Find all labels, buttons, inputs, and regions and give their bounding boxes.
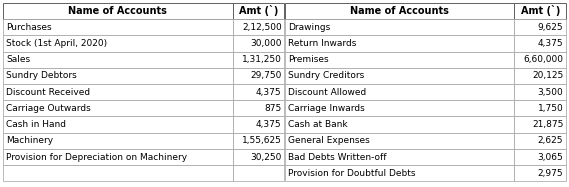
Bar	[284, 100, 514, 117]
Text: 4,375: 4,375	[538, 39, 563, 48]
Text: 21,875: 21,875	[532, 120, 563, 129]
Bar	[284, 84, 514, 100]
Bar	[514, 51, 566, 68]
Text: 29,750: 29,750	[250, 71, 282, 80]
Bar	[233, 68, 284, 84]
Bar	[233, 3, 284, 19]
Text: Machinery: Machinery	[6, 136, 53, 145]
Text: 9,625: 9,625	[538, 23, 563, 32]
Bar	[233, 133, 284, 149]
Bar	[284, 117, 514, 133]
Text: Drawings: Drawings	[288, 23, 330, 32]
Bar	[233, 165, 284, 181]
Bar	[284, 3, 514, 19]
Text: Bad Debts Written-off: Bad Debts Written-off	[288, 153, 386, 162]
Text: 875: 875	[265, 104, 282, 113]
Bar	[514, 165, 566, 181]
Bar	[233, 149, 284, 165]
Text: Sales: Sales	[6, 55, 30, 64]
Bar	[233, 100, 284, 117]
Bar	[284, 165, 514, 181]
Text: Return Inwards: Return Inwards	[288, 39, 356, 48]
Bar	[514, 35, 566, 51]
Text: Purchases: Purchases	[6, 23, 52, 32]
Bar	[3, 35, 233, 51]
Text: 2,975: 2,975	[538, 169, 563, 178]
Text: Sundry Debtors: Sundry Debtors	[6, 71, 77, 80]
Text: Cash at Bank: Cash at Bank	[288, 120, 348, 129]
Bar	[233, 51, 284, 68]
Bar	[3, 133, 233, 149]
Text: 2,12,500: 2,12,500	[242, 23, 282, 32]
Text: 1,31,250: 1,31,250	[242, 55, 282, 64]
Bar	[3, 165, 233, 181]
Bar	[3, 100, 233, 117]
Text: Discount Allowed: Discount Allowed	[288, 88, 366, 97]
Bar	[514, 117, 566, 133]
Text: Stock (1st April, 2020): Stock (1st April, 2020)	[6, 39, 108, 48]
Bar	[514, 100, 566, 117]
Bar	[514, 19, 566, 35]
Text: 20,125: 20,125	[532, 71, 563, 80]
Text: Cash in Hand: Cash in Hand	[6, 120, 66, 129]
Bar	[514, 84, 566, 100]
Bar	[514, 3, 566, 19]
Bar	[514, 133, 566, 149]
Text: Amt (`): Amt (`)	[521, 5, 560, 16]
Text: Amt (`): Amt (`)	[239, 5, 278, 16]
Text: 1,750: 1,750	[538, 104, 563, 113]
Bar	[3, 19, 233, 35]
Text: 2,625: 2,625	[538, 136, 563, 145]
Text: Name of Accounts: Name of Accounts	[68, 6, 167, 16]
Text: General Expenses: General Expenses	[288, 136, 370, 145]
Text: 6,60,000: 6,60,000	[523, 55, 563, 64]
Bar	[284, 133, 514, 149]
Bar	[3, 84, 233, 100]
Text: 4,375: 4,375	[256, 120, 282, 129]
Text: Name of Accounts: Name of Accounts	[350, 6, 449, 16]
Bar	[233, 35, 284, 51]
Bar	[514, 149, 566, 165]
Text: 3,065: 3,065	[538, 153, 563, 162]
Bar	[3, 3, 233, 19]
Bar	[233, 84, 284, 100]
Text: Carriage Inwards: Carriage Inwards	[288, 104, 365, 113]
Text: 30,250: 30,250	[250, 153, 282, 162]
Text: 3,500: 3,500	[538, 88, 563, 97]
Text: 1,55,625: 1,55,625	[242, 136, 282, 145]
Text: Premises: Premises	[288, 55, 328, 64]
Bar	[284, 68, 514, 84]
Text: 30,000: 30,000	[250, 39, 282, 48]
Bar	[233, 117, 284, 133]
Text: Carriage Outwards: Carriage Outwards	[6, 104, 91, 113]
Text: Provision for Doubtful Debts: Provision for Doubtful Debts	[288, 169, 415, 178]
Text: Provision for Depreciation on Machinery: Provision for Depreciation on Machinery	[6, 153, 187, 162]
Text: Discount Received: Discount Received	[6, 88, 90, 97]
Bar	[3, 68, 233, 84]
Bar	[284, 35, 514, 51]
Bar	[3, 117, 233, 133]
Bar	[3, 51, 233, 68]
Bar	[284, 19, 514, 35]
Bar	[3, 149, 233, 165]
Text: 4,375: 4,375	[256, 88, 282, 97]
Bar	[284, 51, 514, 68]
Text: Sundry Creditors: Sundry Creditors	[288, 71, 364, 80]
Bar	[233, 19, 284, 35]
Bar	[284, 149, 514, 165]
Bar	[514, 68, 566, 84]
